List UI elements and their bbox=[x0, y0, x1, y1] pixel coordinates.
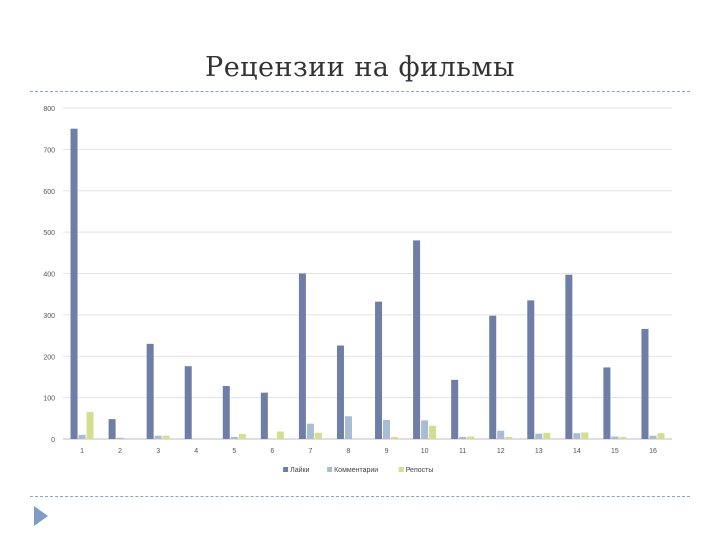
bar bbox=[336, 345, 344, 439]
bar bbox=[306, 423, 314, 439]
legend-swatch bbox=[327, 467, 333, 472]
y-tick-label: 200 bbox=[43, 354, 55, 361]
x-tick-label: 2 bbox=[118, 448, 122, 455]
bar bbox=[573, 433, 581, 439]
bar bbox=[276, 431, 284, 439]
bar bbox=[146, 343, 154, 439]
y-tick-label: 500 bbox=[43, 230, 55, 237]
bar bbox=[497, 430, 505, 439]
y-tick-label: 300 bbox=[43, 313, 55, 320]
bar bbox=[611, 436, 619, 439]
bar bbox=[527, 300, 535, 439]
x-tick-label: 14 bbox=[573, 448, 581, 455]
bar bbox=[184, 366, 192, 439]
x-tick-label: 12 bbox=[497, 448, 505, 455]
x-tick-label: 4 bbox=[194, 448, 198, 455]
bar bbox=[154, 435, 162, 439]
x-tick-label: 6 bbox=[270, 448, 274, 455]
bar bbox=[603, 367, 611, 439]
bar bbox=[459, 436, 467, 439]
bar bbox=[581, 432, 589, 439]
x-tick-label: 15 bbox=[611, 448, 619, 455]
bar bbox=[298, 273, 306, 439]
bar bbox=[230, 436, 238, 439]
y-tick-label: 400 bbox=[43, 272, 55, 279]
bar bbox=[86, 412, 94, 439]
bar bbox=[391, 436, 399, 439]
x-tick-label: 13 bbox=[535, 448, 543, 455]
bar bbox=[116, 437, 124, 439]
legend-swatch bbox=[283, 467, 289, 472]
bar bbox=[238, 434, 246, 439]
bar bbox=[543, 432, 551, 439]
x-tick-label: 9 bbox=[385, 448, 389, 455]
bar bbox=[413, 240, 421, 439]
bar bbox=[383, 419, 391, 439]
legend-label: Комментарии bbox=[334, 467, 378, 474]
x-tick-label: 7 bbox=[308, 448, 312, 455]
y-tick-label: 800 bbox=[43, 106, 55, 113]
bar bbox=[535, 433, 543, 439]
bar bbox=[314, 432, 322, 439]
legend-swatch bbox=[398, 467, 404, 472]
x-tick-label: 16 bbox=[649, 448, 657, 455]
bar bbox=[162, 435, 170, 439]
y-tick-label: 700 bbox=[43, 147, 55, 154]
x-tick-label: 8 bbox=[347, 448, 351, 455]
bar bbox=[451, 379, 459, 439]
bar bbox=[467, 436, 475, 439]
y-tick-label: 600 bbox=[43, 189, 55, 196]
legend-label: Репосты bbox=[406, 467, 434, 474]
bottom-divider bbox=[30, 496, 690, 497]
x-tick-label: 11 bbox=[459, 448, 466, 455]
bar bbox=[619, 436, 627, 439]
bar bbox=[375, 301, 383, 439]
bar bbox=[429, 425, 437, 439]
bar bbox=[565, 274, 573, 439]
bar bbox=[344, 416, 352, 439]
bar bbox=[222, 386, 230, 439]
x-tick-label: 1 bbox=[80, 448, 84, 455]
x-tick-label: 10 bbox=[421, 448, 429, 455]
triangle-marker-icon bbox=[34, 506, 48, 526]
x-tick-label: 5 bbox=[232, 448, 236, 455]
bar bbox=[505, 436, 513, 439]
bar bbox=[70, 128, 78, 439]
bar bbox=[641, 328, 649, 439]
y-tick-label: 0 bbox=[51, 437, 55, 444]
slide-title: Рецензии на фильмы bbox=[205, 52, 515, 83]
bar bbox=[260, 392, 268, 439]
y-tick-label: 100 bbox=[43, 396, 55, 403]
top-divider bbox=[30, 91, 690, 92]
x-tick-label: 3 bbox=[156, 448, 160, 455]
bar bbox=[78, 434, 86, 439]
bar bbox=[657, 433, 665, 439]
bar bbox=[489, 315, 497, 439]
bar bbox=[649, 435, 657, 439]
bar bbox=[108, 419, 116, 439]
legend-label: Лайки bbox=[290, 466, 309, 474]
bar bbox=[421, 420, 429, 439]
